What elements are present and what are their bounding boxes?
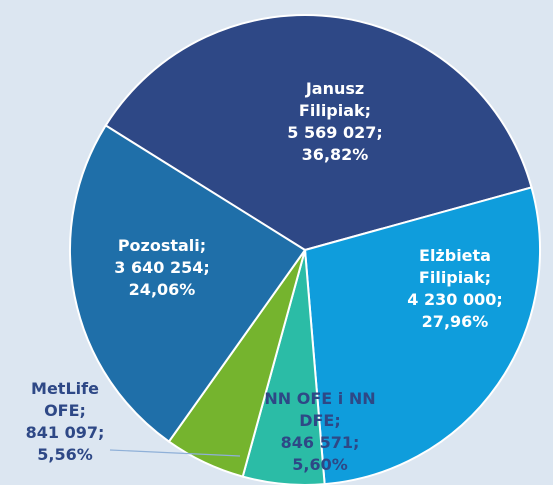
slice-percent: 27,96% — [421, 312, 489, 331]
slice-name: Elżbieta Filipiak; — [418, 246, 492, 287]
slice-label: Janusz Filipiak; 5 569 027; 36,82% — [280, 78, 390, 166]
pie-slice — [303, 186, 541, 485]
slice-name: Pozostali; — [117, 236, 207, 255]
slice-percent: 5,60% — [292, 455, 348, 474]
slice-label: Elżbieta Filipiak; 4 230 000; 27,96% — [395, 245, 515, 333]
leader-line — [109, 449, 241, 457]
pie-slice — [69, 124, 307, 443]
slice-name: Janusz Filipiak; — [298, 79, 372, 120]
slice-label: Pozostali; 3 640 254; 24,06% — [102, 235, 222, 301]
slice-percent: 36,82% — [301, 145, 369, 164]
slice-label: MetLife OFE; 841 097; 5,56% — [20, 378, 110, 466]
slice-label: NN OFE i NN DFE; 846 571; 5,60% — [250, 388, 390, 476]
slice-value: 3 640 254; — [114, 258, 210, 277]
slice-value: 5 569 027; — [287, 123, 383, 142]
slice-value: 4 230 000; — [407, 290, 503, 309]
slice-percent: 24,06% — [128, 280, 196, 299]
slice-value: 841 097; — [25, 423, 105, 442]
slice-value: 846 571; — [280, 433, 360, 452]
slice-percent: 5,56% — [37, 445, 93, 464]
slice-name: NN OFE i NN DFE; — [264, 389, 376, 430]
slice-name: MetLife OFE; — [31, 379, 99, 420]
